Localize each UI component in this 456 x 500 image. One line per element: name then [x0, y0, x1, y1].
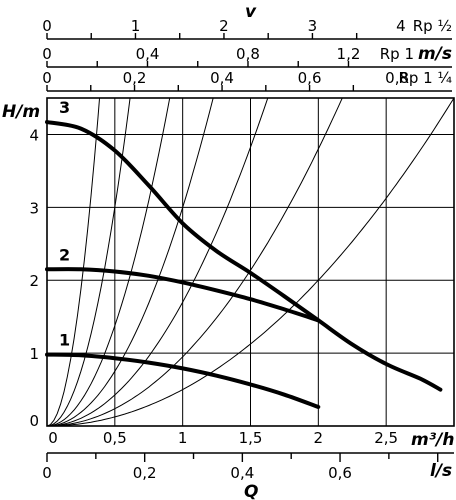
bottom-scale-label-1: 0,2 — [133, 464, 157, 482]
grid — [46, 97, 455, 427]
bottom-scale-label-2: 0,4 — [230, 464, 254, 482]
y-axis-label: H/m — [2, 102, 40, 122]
system-curve-2 — [47, 98, 131, 426]
y-tick-label-1: 1 — [29, 345, 39, 363]
x-tick-label-5: 2,5 — [374, 429, 398, 447]
x-tick-label-2: 1 — [178, 429, 188, 447]
x-axis-label: Q — [244, 482, 258, 500]
velocity-scale-label-1-4: 4 — [396, 17, 406, 35]
velocity-scale-label-1-2: 2 — [219, 17, 229, 35]
velocity-scale-label-3-1: 0,2 — [123, 69, 147, 87]
velocity-scale-unit-1: Rp ½ — [413, 17, 452, 35]
pump-curve-2 — [45, 267, 321, 323]
x-tick-label-0: 0 — [48, 429, 58, 447]
velocity-scale-label-3-3: 0,6 — [298, 69, 322, 87]
velocity-symbol: v — [245, 2, 257, 22]
pump-curve-3 — [45, 120, 443, 392]
system-curve-7 — [47, 98, 454, 426]
velocity-scale-label-1-1: 1 — [131, 17, 141, 35]
velocity-scale-label-2-0: 0 — [42, 45, 52, 63]
system-curve-4 — [47, 98, 214, 426]
velocity-scales: 0 1 2 3 4 Rp ½0 0,4 0,8 1,2 m/sRp 10 0,2 0,4 0,6 0,8R… — [42, 17, 452, 92]
velocity-scale-label-1-0: 0 — [42, 17, 52, 35]
x-tick-label-3: 1,5 — [239, 429, 263, 447]
x-axis-unit: m³/h — [411, 430, 454, 450]
velocity-scale-label-3-2: 0,4 — [210, 69, 234, 87]
pump-curve-label-1: 1 — [59, 331, 70, 350]
velocity-unit-suffix: m/s — [418, 44, 452, 64]
plot-frame — [46, 97, 455, 427]
velocity-scale-label-2-2: 0,8 — [236, 45, 260, 63]
bottom-scale-unit: l/s — [430, 461, 452, 481]
system-curve-6 — [47, 98, 343, 426]
bottom-scale-label-3: 0,6 — [328, 464, 352, 482]
velocity-scale-label-1-3: 3 — [308, 17, 318, 35]
system-curve-3 — [47, 98, 171, 426]
velocity-scale-label-2-3: 1,2 — [337, 45, 361, 63]
y-tick-label-0: 0 — [29, 412, 39, 430]
velocity-scale-label-2-1: 0,4 — [136, 45, 160, 63]
velocity-scale-unit-2: Rp 1 — [380, 45, 414, 63]
x-tick-label-4: 2 — [314, 429, 324, 447]
velocity-scale-unit-3: Rp 1 ¼ — [398, 69, 452, 87]
axes: 0 1 2 3 4 0 0,5 1 1,5 2 2,5 0 0,2 0,4 0,6 — [29, 126, 454, 482]
velocity-scale-label-3-4: 0,8 — [385, 69, 409, 87]
bottom-scale-label-0: 0 — [42, 464, 52, 482]
y-tick-label-4: 4 — [29, 126, 39, 144]
pump-curve-label-2: 2 — [59, 245, 70, 264]
x-tick-label-1: 0,5 — [103, 429, 127, 447]
system-curve-5 — [47, 98, 269, 426]
pump-curve-label-3: 3 — [59, 98, 70, 117]
pump-curves: 1 2 3 — [45, 98, 443, 409]
y-tick-label-3: 3 — [29, 199, 39, 217]
y-tick-label-2: 2 — [29, 272, 39, 290]
pump-curve-1 — [45, 352, 321, 409]
system-curves — [47, 98, 454, 426]
velocity-scale-label-3-0: 0 — [42, 69, 52, 87]
